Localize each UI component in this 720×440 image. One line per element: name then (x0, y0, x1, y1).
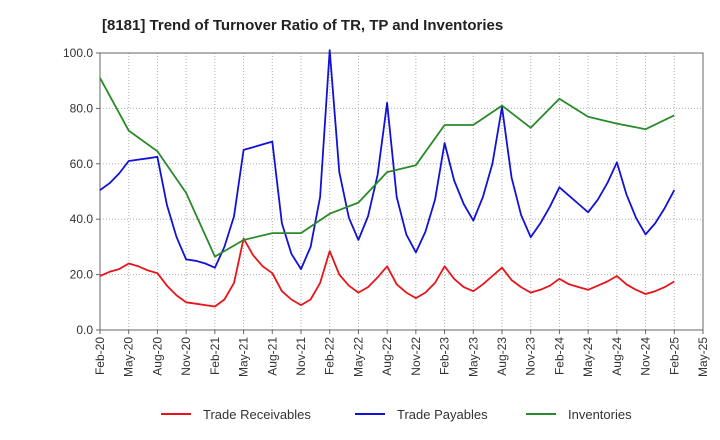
x-tick-label: Nov-20 (179, 337, 193, 376)
x-tick-label: May-21 (237, 337, 251, 377)
y-tick-label: 100.0 (63, 46, 93, 60)
series-line-1 (99, 49, 676, 271)
x-tick-label: Aug-21 (265, 337, 279, 376)
x-tick-label: Nov-23 (524, 337, 538, 376)
x-tick-label: May-23 (466, 337, 480, 377)
legend: Trade Receivables Trade Payables Inventori… (161, 407, 632, 422)
x-tick-label: May-20 (122, 337, 136, 377)
series-line-0 (99, 237, 675, 308)
legend-label: Trade Payables (397, 407, 488, 422)
series-lines (99, 49, 676, 308)
x-tick-label: Aug-22 (380, 337, 394, 376)
y-tick-label: 0.0 (76, 323, 93, 337)
x-tick-label: May-24 (581, 337, 595, 377)
x-tick-label: Nov-24 (639, 337, 653, 376)
x-tick-label: Feb-22 (323, 337, 337, 375)
x-tick-label: Nov-21 (294, 337, 308, 376)
x-tick-label: Feb-21 (208, 337, 222, 375)
x-tick-label: Feb-25 (667, 337, 681, 375)
y-tick-label: 20.0 (70, 268, 94, 282)
y-axis: 0.0 20.0 40.0 60.0 80.0 100.0 (63, 46, 100, 337)
x-tick-label: Feb-24 (552, 337, 566, 375)
legend-label: Inventories (568, 407, 632, 422)
x-axis: Feb-20 May-20 Aug-20 Nov-20 Feb-21 May-21 Aug-… (93, 330, 710, 377)
legend-label: Trade Receivables (203, 407, 311, 422)
chart-title: [8181] Trend of Turnover Ratio of TR, TP… (102, 17, 503, 34)
x-tick-label: May-22 (351, 337, 365, 377)
x-tick-label: Aug-20 (150, 337, 164, 376)
x-tick-label: Feb-20 (93, 337, 107, 375)
x-tick-label: Aug-23 (495, 337, 509, 376)
series-line-2 (99, 77, 675, 258)
y-tick-label: 80.0 (70, 101, 94, 115)
x-tick-label: Aug-24 (610, 337, 624, 376)
y-tick-label: 40.0 (70, 212, 94, 226)
x-tick-label: Nov-22 (409, 337, 423, 376)
plot-frame (99, 52, 704, 331)
x-tick-label: Feb-23 (438, 337, 452, 375)
x-tick-label: May-25 (696, 337, 710, 377)
y-tick-label: 60.0 (70, 157, 94, 171)
